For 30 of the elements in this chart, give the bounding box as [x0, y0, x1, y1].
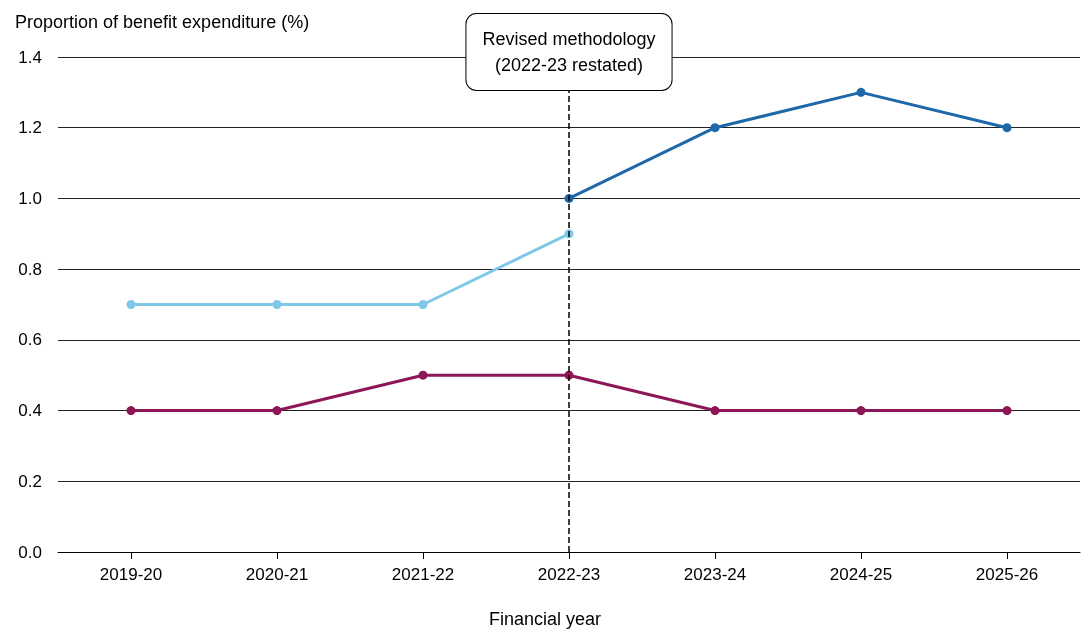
y-tick-label: 0.8 [18, 259, 42, 279]
point [1002, 406, 1012, 416]
y-tick-label: 0.2 [18, 471, 42, 491]
y-tick-label: 1.4 [18, 47, 42, 67]
point [126, 300, 136, 309]
y-tick-label: 1.2 [18, 118, 42, 138]
point [1002, 123, 1012, 133]
point [710, 123, 720, 133]
y-axis-title: Proportion of benefit expenditure (%) [15, 12, 310, 32]
x-axis-title: Financial year [488, 609, 602, 629]
point [856, 406, 866, 416]
x-tick-label: 2024-25 [829, 565, 893, 584]
point [856, 87, 866, 97]
ref-line-label: Revised methodology (2022-23 restated) [482, 29, 656, 75]
x-tick-label: 2025-26 [975, 565, 1039, 584]
x-tick-label: 2021-22 [391, 565, 455, 584]
x-tick-label: 2023-24 [683, 565, 747, 584]
point [418, 300, 428, 309]
y-tick-label: 0.6 [18, 330, 42, 350]
point [272, 300, 282, 309]
point [126, 406, 136, 416]
x-tick-label: 2022-23 [537, 565, 601, 584]
y-tick-label: 0.0 [18, 542, 42, 562]
x-tick-label: 2020-21 [245, 565, 309, 584]
y-tick-label: 1.0 [18, 188, 42, 208]
y-tick-label: 0.4 [18, 401, 42, 421]
point [710, 406, 720, 416]
point [272, 406, 282, 416]
point [418, 370, 428, 380]
x-tick-label: 2019-20 [99, 565, 163, 584]
